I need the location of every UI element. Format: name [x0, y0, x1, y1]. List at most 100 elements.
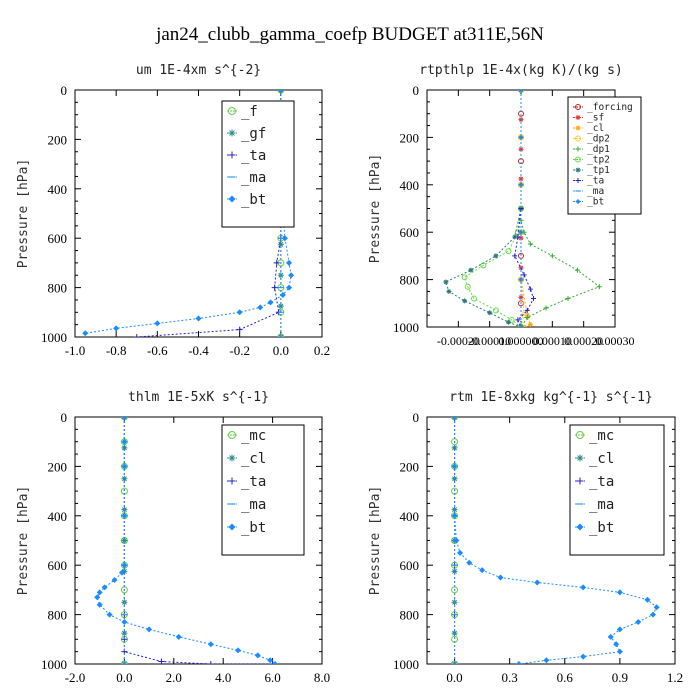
data-point [596, 284, 602, 290]
y-tick-label: 1000 [393, 657, 419, 672]
data-point [236, 309, 243, 316]
legend-label: _gf [241, 126, 266, 142]
x-tick-label: 1.2 [667, 670, 683, 685]
panel-1-title: um 1E-4xm s^{-2} [136, 63, 261, 78]
data-point [82, 330, 89, 337]
data-point [512, 253, 518, 259]
legend-label: _ta [587, 176, 604, 187]
data-point [466, 559, 473, 566]
legend-swatch-marker [576, 454, 584, 462]
data-point [635, 619, 642, 626]
legend-swatch-marker [576, 523, 584, 531]
panel-3-title: thlm 1E-5xK s^{-1} [128, 390, 269, 405]
panel-3-legend: _mc _cl _ta _ma _bt [221, 424, 305, 556]
legend-swatch-marker [575, 104, 581, 110]
legend-swatch-marker [576, 431, 584, 439]
x-tick-label: 0.0 [273, 343, 289, 358]
data-point [653, 604, 660, 611]
data-point [207, 661, 214, 664]
panel-1-legend: _f _gf _ta _ma _bt [221, 100, 295, 228]
data-point [133, 334, 140, 337]
data-point [111, 577, 118, 584]
legend-label: _mc [589, 428, 614, 444]
y-tick-label: 600 [48, 231, 68, 246]
figure-title: jan24_clubb_gamma_coefp BUDGET at311E,56… [155, 24, 544, 45]
y-tick-label: 200 [400, 459, 420, 474]
legend-label: _bt [241, 520, 266, 536]
data-point [515, 317, 521, 323]
legend-box [221, 424, 305, 556]
y-tick-label: 0 [61, 410, 68, 425]
data-point [468, 267, 474, 273]
x-tick-label: 4.0 [215, 670, 231, 685]
series-line [514, 90, 535, 327]
legend-label: _ma [241, 170, 266, 186]
data-point [121, 438, 128, 445]
x-tick-label: -0.00010 [468, 334, 511, 348]
data-point [288, 272, 295, 279]
x-tick-label: -0.2 [229, 343, 250, 358]
legend-swatch-marker [228, 151, 236, 159]
y-tick-label: 1000 [41, 330, 67, 345]
y-tick-label: 400 [400, 178, 420, 193]
data-point [543, 657, 550, 664]
y-tick-label: 600 [48, 558, 68, 573]
legend-label: _ma [589, 497, 614, 513]
legend-swatch-marker [575, 167, 581, 173]
data-point [277, 241, 284, 248]
data-point [272, 661, 279, 664]
x-tick-label: -0.4 [188, 343, 209, 358]
legend-label: _cl [241, 451, 266, 467]
data-point [521, 272, 527, 278]
x-tick-label: 8.0 [314, 670, 330, 685]
y-tick-label: 400 [48, 509, 68, 524]
data-point [254, 652, 261, 659]
data-point [207, 641, 214, 648]
data-point [121, 417, 128, 420]
data-point [512, 234, 518, 240]
x-tick-label: -1.0 [65, 343, 86, 358]
legend-label: _ma [587, 186, 604, 197]
legend-label: _f [241, 104, 258, 120]
data-point [121, 619, 128, 626]
legend-label: _dp1 [587, 144, 610, 155]
legend-label: _cl [587, 123, 604, 134]
legend-label: _bt [589, 520, 614, 536]
data-point [451, 444, 458, 451]
legend-swatch-marker [575, 115, 581, 120]
x-tick-label: 2.0 [166, 670, 182, 685]
data-point [279, 292, 286, 299]
panel-3: thlm 1E-5xK s^{-1} Pressure [hPa] 0 200 400 6… [16, 390, 330, 685]
legend-label: _forcing [587, 102, 633, 113]
legend-label: _sf [587, 113, 604, 124]
data-point [464, 283, 471, 290]
legend-swatch-marker [228, 129, 236, 137]
panel-1-ylabel: Pressure [hPa] [16, 159, 31, 269]
legend-label: _dp2 [587, 134, 610, 145]
data-point [121, 512, 128, 519]
legend-label: _bt [587, 197, 604, 208]
panel-4-ylabel: Pressure [hPa] [368, 486, 383, 596]
data-point [462, 298, 468, 304]
series-bt [518, 90, 524, 327]
legend-swatch-marker [575, 135, 581, 142]
data-point [524, 307, 530, 313]
panel-2-legend: _forcing_sf_cl_dp2_dp1_tp2_tp1_ta_ma_bt [567, 96, 642, 215]
data-point [471, 295, 477, 302]
legend-swatch-marker [228, 523, 236, 531]
data-point [154, 320, 161, 327]
data-point [286, 284, 293, 291]
series-ta [512, 90, 537, 327]
series-line [520, 90, 525, 327]
data-point [518, 182, 524, 188]
x-tick-label: -2.0 [65, 670, 86, 685]
legend-box [569, 424, 665, 556]
data-point [521, 312, 528, 319]
x-tick-label: -0.6 [147, 343, 168, 358]
data-point [267, 657, 274, 664]
data-point [531, 296, 537, 302]
y-tick-label: 200 [400, 130, 420, 145]
y-tick-label: 600 [400, 558, 420, 573]
series-tp1 [443, 90, 524, 327]
